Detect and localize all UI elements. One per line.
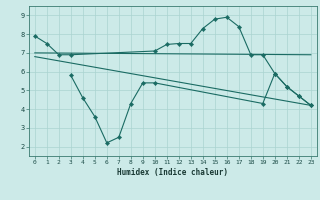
X-axis label: Humidex (Indice chaleur): Humidex (Indice chaleur) <box>117 168 228 177</box>
